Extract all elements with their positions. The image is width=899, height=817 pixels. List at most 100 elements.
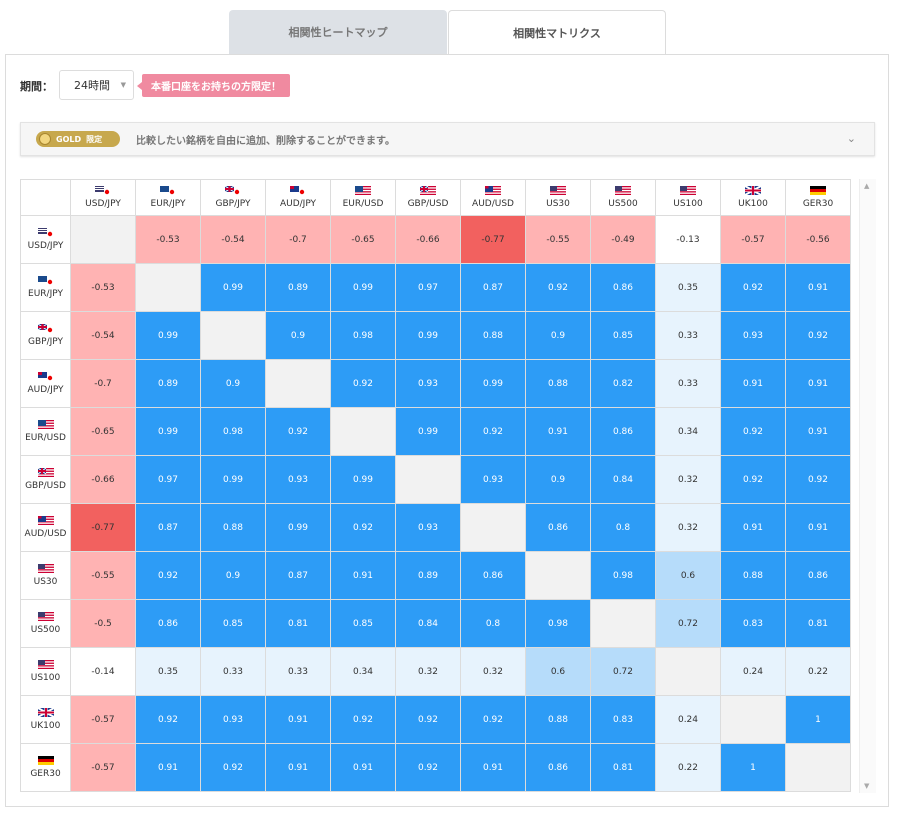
column-header: GBP/JPY xyxy=(200,179,266,216)
matrix-cell: 0.83 xyxy=(720,599,786,648)
flag-icon xyxy=(550,186,566,195)
column-header-label: GER30 xyxy=(802,199,834,209)
scrollbar[interactable]: ▲ ▼ xyxy=(859,179,876,793)
row-header: EUR/JPY xyxy=(20,263,71,312)
promo-badge: 本番口座をお持ちの方限定！ xyxy=(137,74,290,97)
matrix-cell: 0.91 xyxy=(720,503,786,552)
matrix-cell: 0.91 xyxy=(265,695,331,744)
gold-badge: GOLD 限定 xyxy=(36,131,120,147)
period-label: 期間： xyxy=(20,80,53,93)
matrix-cell: 0.86 xyxy=(590,407,656,456)
row-header: GBP/USD xyxy=(20,455,71,504)
flag-icon xyxy=(225,186,241,195)
gold-description: 比較したい銘柄を自由に追加、削除することができます。 xyxy=(136,135,395,147)
matrix-cell: 0.89 xyxy=(135,359,201,408)
matrix-cell-diagonal xyxy=(265,359,331,408)
flag-icon xyxy=(355,186,371,195)
matrix-cell: 0.91 xyxy=(265,743,331,792)
tab-matrix[interactable]: 相関性マトリクス xyxy=(448,10,666,55)
matrix-cell: 0.92 xyxy=(330,503,396,552)
tab-heatmap[interactable]: 相関性ヒートマップ xyxy=(229,10,447,54)
row-header: GBP/JPY xyxy=(20,311,71,360)
matrix-cell: 0.86 xyxy=(525,743,591,792)
column-header-label: GBP/USD xyxy=(407,199,449,209)
matrix-cell: 0.98 xyxy=(200,407,266,456)
matrix-cell: 0.84 xyxy=(590,455,656,504)
matrix-cell: -0.77 xyxy=(70,503,136,552)
row-header: EUR/USD xyxy=(20,407,71,456)
matrix-cell: 0.84 xyxy=(395,599,461,648)
matrix-cell: 0.86 xyxy=(525,503,591,552)
matrix-cell: 0.92 xyxy=(330,695,396,744)
matrix-row: GER30 -0.57 0.91 0.92 0.91 0.91 0.92 0.91 0.86 0.… xyxy=(20,743,851,792)
matrix-cell: -0.77 xyxy=(460,215,526,264)
matrix-cell: 0.91 xyxy=(785,263,851,312)
flag-icon xyxy=(37,324,54,333)
flag-icon xyxy=(615,186,631,195)
matrix-row: UK100 -0.57 0.92 0.93 0.91 0.92 0.92 0.92 0.88 0.… xyxy=(20,695,851,744)
flag-icon xyxy=(37,372,54,381)
matrix-cell-diagonal xyxy=(460,503,526,552)
matrix-cell: 0.33 xyxy=(655,311,721,360)
gold-coin-icon xyxy=(39,133,51,145)
scroll-down-icon[interactable]: ▼ xyxy=(864,782,870,790)
matrix-cell: 0.9 xyxy=(525,455,591,504)
flag-icon xyxy=(680,186,696,195)
matrix-cell-diagonal xyxy=(590,599,656,648)
column-header-label: EUR/JPY xyxy=(150,199,186,209)
matrix-cell: 0.22 xyxy=(785,647,851,696)
matrix-cell: -0.65 xyxy=(330,215,396,264)
matrix-cell: 0.9 xyxy=(525,311,591,360)
matrix-cell: 0.99 xyxy=(395,407,461,456)
flag-icon xyxy=(37,612,54,621)
matrix-cell: 0.92 xyxy=(395,743,461,792)
matrix-cell: 0.9 xyxy=(265,311,331,360)
matrix-row: GBP/JPY -0.54 0.99 0.9 0.98 0.99 0.88 0.9 0.85 0.… xyxy=(20,311,851,360)
column-header: UK100 xyxy=(720,179,786,216)
row-header-label: AUD/JPY xyxy=(27,385,64,395)
column-header: EUR/USD xyxy=(330,179,396,216)
matrix-cell: 0.24 xyxy=(655,695,721,744)
row-header-label: USD/JPY xyxy=(27,241,64,251)
row-header-label: UK100 xyxy=(30,721,61,731)
matrix-cell: 0.87 xyxy=(265,551,331,600)
matrix-cell: 0.9 xyxy=(200,551,266,600)
gold-feature-bar[interactable]: GOLD 限定 比較したい銘柄を自由に追加、削除することができます。 ⌄ xyxy=(20,122,875,156)
matrix-cell: 0.98 xyxy=(330,311,396,360)
matrix-cell: -0.57 xyxy=(70,743,136,792)
flag-icon xyxy=(37,756,54,765)
column-header: EUR/JPY xyxy=(135,179,201,216)
matrix-cell: -0.57 xyxy=(70,695,136,744)
matrix-cell: 0.32 xyxy=(395,647,461,696)
matrix-cell: 0.85 xyxy=(590,311,656,360)
matrix-cell: 0.91 xyxy=(785,503,851,552)
matrix-row: US30 -0.55 0.92 0.9 0.87 0.91 0.89 0.86 0.98 0.6 0… xyxy=(20,551,851,600)
matrix-cell: 0.81 xyxy=(265,599,331,648)
column-header-label: EUR/USD xyxy=(342,199,384,209)
column-header-label: GBP/JPY xyxy=(215,199,251,209)
matrix-cell: 0.85 xyxy=(330,599,396,648)
matrix-cell: -0.65 xyxy=(70,407,136,456)
column-header: GBP/USD xyxy=(395,179,461,216)
matrix-cell-diagonal xyxy=(525,551,591,600)
matrix-cell: 0.93 xyxy=(395,359,461,408)
row-header: US500 xyxy=(20,599,71,648)
matrix-cell: 0.88 xyxy=(525,695,591,744)
row-header: AUD/JPY xyxy=(20,359,71,408)
matrix-cell: 0.34 xyxy=(330,647,396,696)
matrix-cell: 0.93 xyxy=(720,311,786,360)
row-header-label: EUR/USD xyxy=(25,433,66,443)
row-header: USD/JPY xyxy=(20,215,71,264)
scroll-up-icon[interactable]: ▲ xyxy=(864,182,870,190)
period-select[interactable]: 24時間 ▼ xyxy=(59,70,134,100)
column-header: US100 xyxy=(655,179,721,216)
matrix-cell: 0.72 xyxy=(590,647,656,696)
matrix-cell: -0.54 xyxy=(70,311,136,360)
matrix-cell: 0.89 xyxy=(265,263,331,312)
matrix-cell: 0.83 xyxy=(590,695,656,744)
matrix-cell: 0.92 xyxy=(330,359,396,408)
chevron-down-icon[interactable]: ⌄ xyxy=(846,132,856,145)
row-header-label: AUD/USD xyxy=(24,529,67,539)
matrix-cell: 0.93 xyxy=(265,455,331,504)
row-header: GER30 xyxy=(20,743,71,792)
